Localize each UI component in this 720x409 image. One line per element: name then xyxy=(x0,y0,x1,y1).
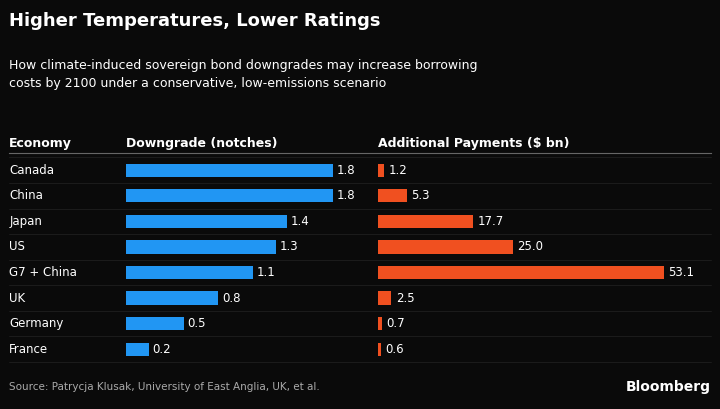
Text: US: US xyxy=(9,240,25,254)
Bar xyxy=(378,215,473,228)
Text: Higher Temperatures, Lower Ratings: Higher Temperatures, Lower Ratings xyxy=(9,12,381,30)
Text: 0.8: 0.8 xyxy=(222,292,240,305)
Bar xyxy=(378,317,382,330)
Bar xyxy=(126,317,184,330)
Text: 0.6: 0.6 xyxy=(385,343,404,356)
Text: 1.4: 1.4 xyxy=(291,215,310,228)
Bar xyxy=(126,291,218,305)
Text: Economy: Economy xyxy=(9,137,72,150)
Text: Japan: Japan xyxy=(9,215,42,228)
Text: Germany: Germany xyxy=(9,317,64,330)
Text: 1.8: 1.8 xyxy=(337,189,356,202)
Text: 17.7: 17.7 xyxy=(477,215,504,228)
Bar xyxy=(378,240,513,254)
Bar xyxy=(126,215,287,228)
Text: UK: UK xyxy=(9,292,25,305)
Bar xyxy=(126,266,253,279)
Bar xyxy=(126,240,276,254)
Text: China: China xyxy=(9,189,43,202)
Text: Canada: Canada xyxy=(9,164,55,177)
Text: How climate-induced sovereign bond downgrades may increase borrowing
costs by 21: How climate-induced sovereign bond downg… xyxy=(9,59,478,90)
Text: 1.2: 1.2 xyxy=(389,164,408,177)
Bar xyxy=(378,164,384,177)
Text: Bloomberg: Bloomberg xyxy=(626,380,711,393)
Text: 1.1: 1.1 xyxy=(256,266,275,279)
Text: 0.2: 0.2 xyxy=(153,343,171,356)
Text: France: France xyxy=(9,343,48,356)
Bar xyxy=(378,343,381,356)
Text: 1.8: 1.8 xyxy=(337,164,356,177)
Bar xyxy=(126,189,333,202)
Text: Downgrade (notches): Downgrade (notches) xyxy=(126,137,277,150)
Bar xyxy=(126,343,149,356)
Bar xyxy=(378,189,407,202)
Bar xyxy=(378,266,664,279)
Text: 0.7: 0.7 xyxy=(386,317,405,330)
Bar xyxy=(126,164,333,177)
Text: 5.3: 5.3 xyxy=(411,189,429,202)
Bar xyxy=(378,291,392,305)
Text: 25.0: 25.0 xyxy=(517,240,543,254)
Text: Additional Payments ($ bn): Additional Payments ($ bn) xyxy=(378,137,570,150)
Text: G7 + China: G7 + China xyxy=(9,266,77,279)
Text: 0.5: 0.5 xyxy=(187,317,206,330)
Text: 2.5: 2.5 xyxy=(396,292,415,305)
Text: Source: Patrycja Klusak, University of East Anglia, UK, et al.: Source: Patrycja Klusak, University of E… xyxy=(9,382,320,391)
Text: 53.1: 53.1 xyxy=(668,266,694,279)
Text: 1.3: 1.3 xyxy=(279,240,298,254)
